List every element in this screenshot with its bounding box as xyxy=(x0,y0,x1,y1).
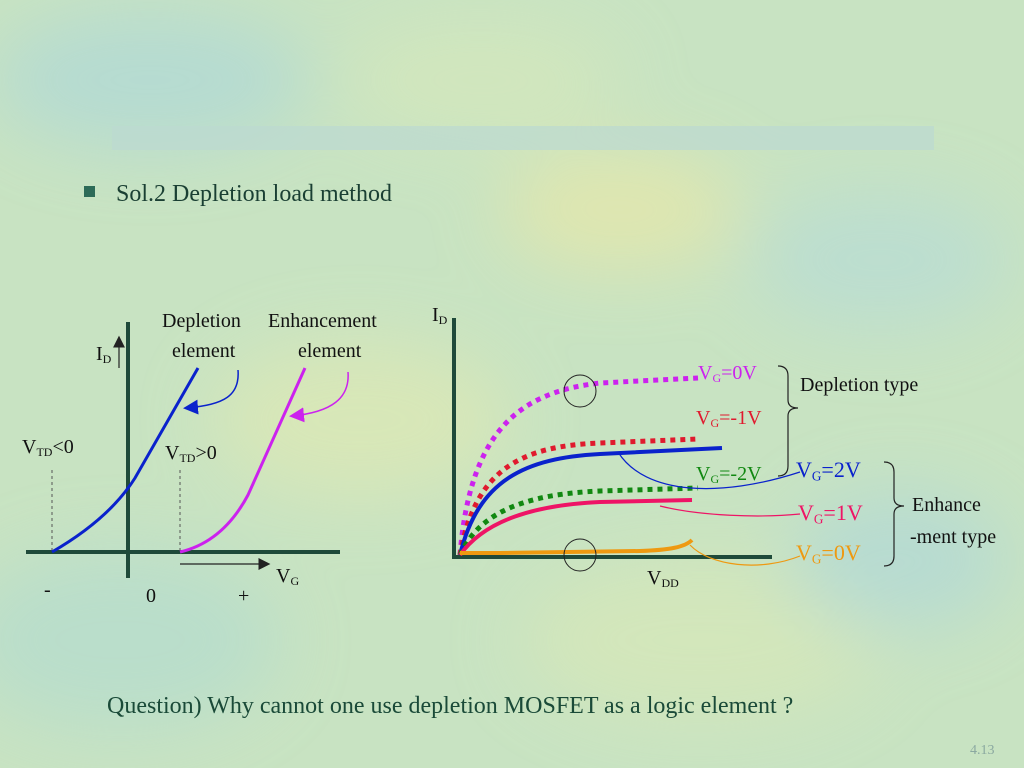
brace-depletion xyxy=(777,365,799,477)
enhancement-curve xyxy=(179,367,307,554)
title-band xyxy=(112,126,934,150)
label-vg-m2v: VG=-2V xyxy=(696,463,762,486)
bullet-square-icon xyxy=(84,186,95,197)
leader-vg-1v xyxy=(659,505,801,517)
left-vg-label: VG xyxy=(276,565,300,588)
right-vdd-label: VDD xyxy=(647,567,679,590)
depletion-curve xyxy=(51,367,200,554)
curve-vg-1v xyxy=(458,498,693,557)
tick-minus: - xyxy=(44,579,51,601)
enhancement-element-label-1: Enhancement xyxy=(268,310,377,332)
depletion-type-label: Depletion type xyxy=(800,374,919,396)
curve-vg-2v xyxy=(458,446,723,556)
circle-mark-top xyxy=(563,374,597,408)
circle-mark-bottom xyxy=(563,538,597,572)
leader-vg-0v-enh xyxy=(689,544,801,566)
right-id-label: ID xyxy=(432,304,448,327)
curve-vg-0v-depletion xyxy=(457,375,699,556)
leader-vg-2v xyxy=(617,451,801,490)
page-number: 4.13 xyxy=(970,743,995,758)
tick-plus: + xyxy=(238,585,250,607)
curve-vg-0v-enhancement xyxy=(460,538,694,555)
enhancement-element-label-2: element xyxy=(298,340,362,362)
enhancement-type-label-2: -ment type xyxy=(910,526,997,548)
label-vg-0v-enhancement: VG=0V xyxy=(796,540,861,567)
label-vg-0v-depletion: VG=0V xyxy=(698,362,757,385)
enhancement-type-label-1: Enhance xyxy=(912,494,981,516)
label-vg-1v: VG=1V xyxy=(798,500,863,527)
enhancement-pointer xyxy=(289,371,349,423)
slide-heading: Sol.2 Depletion load method xyxy=(116,181,392,207)
label-vg-2v: VG=2V xyxy=(796,457,861,484)
left-id-label: ID xyxy=(96,343,112,366)
tick-zero: 0 xyxy=(146,585,156,607)
depletion-element-label-2: element xyxy=(172,340,236,362)
curve-vg-m2v xyxy=(457,485,699,557)
vtd-negative-label: VTD<0 xyxy=(22,436,74,459)
curve-vg-m1v xyxy=(457,436,699,556)
depletion-pointer xyxy=(183,369,239,415)
brace-enhancement xyxy=(883,461,905,567)
vtd-positive-label: VTD>0 xyxy=(165,442,217,465)
question-text: Question) Why cannot one use depletion M… xyxy=(107,693,794,719)
depletion-element-label-1: Depletion xyxy=(162,310,241,332)
label-vg-m1v: VG=-1V xyxy=(696,407,762,430)
